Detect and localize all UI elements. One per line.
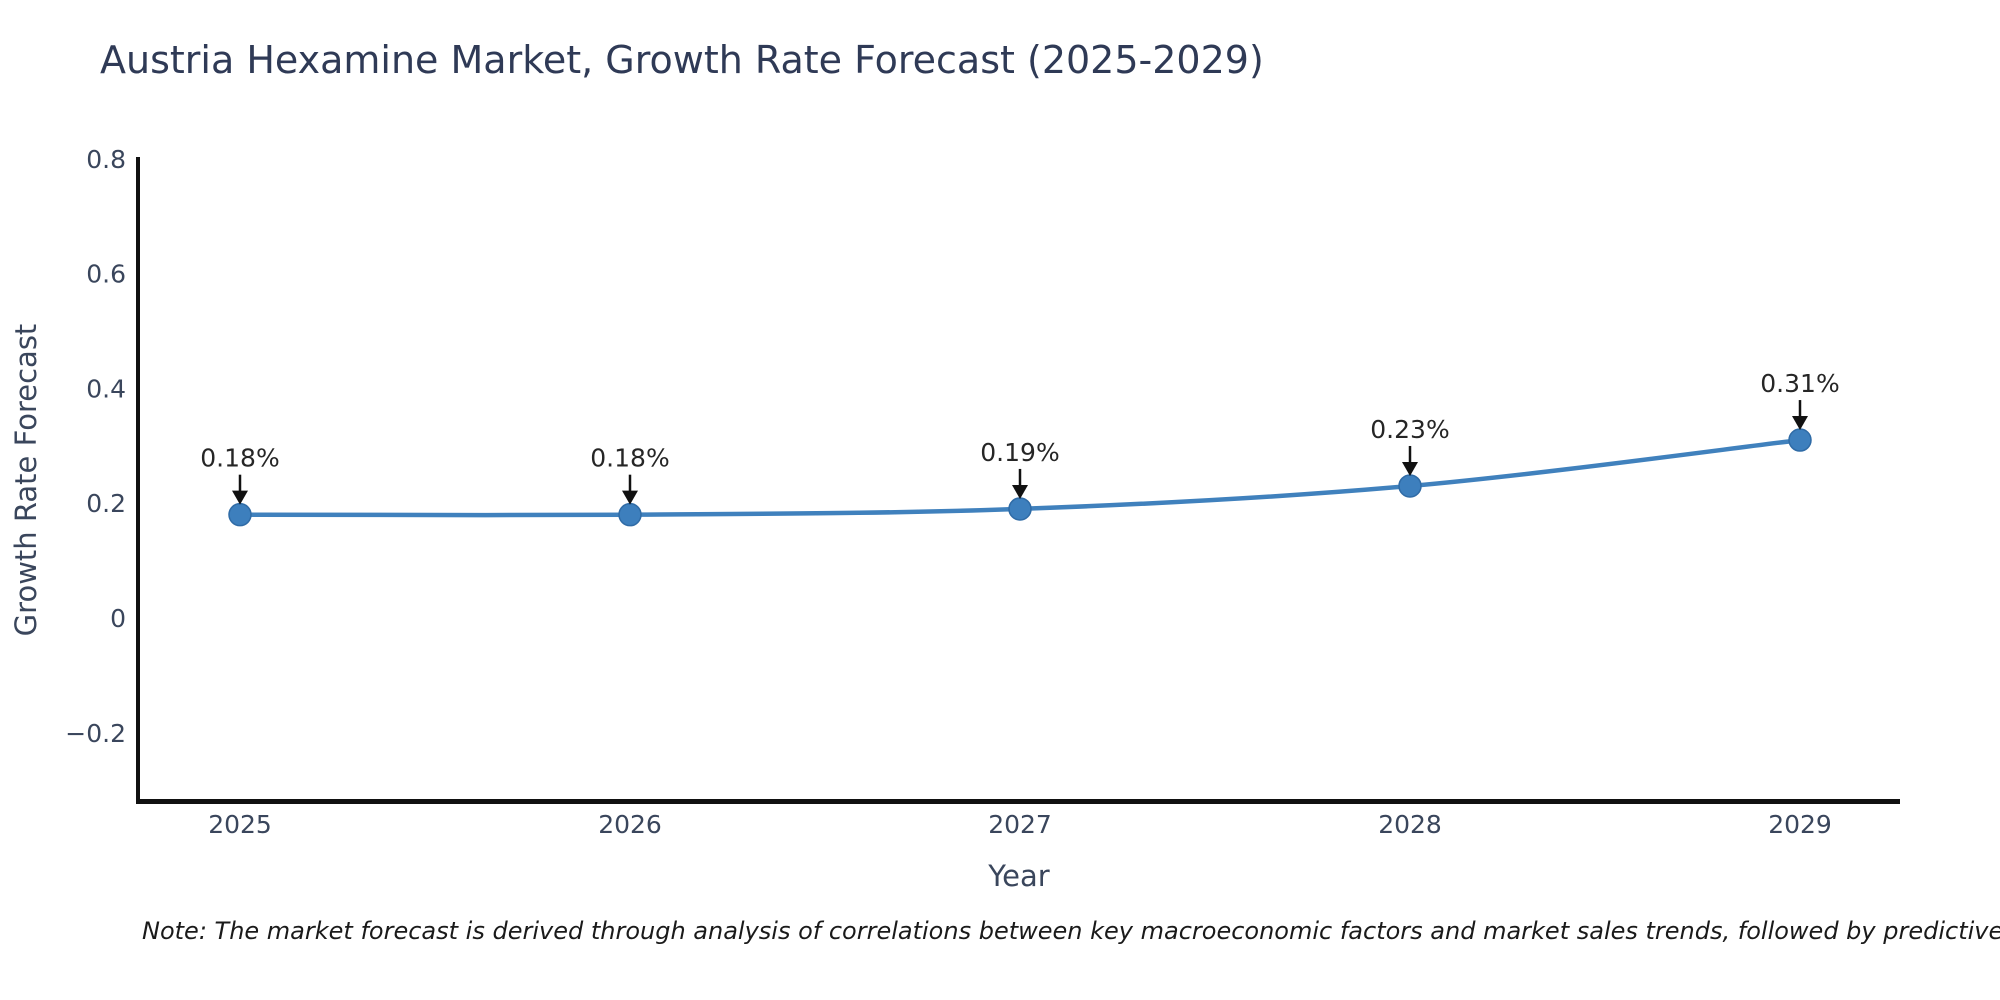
x-axis-spine xyxy=(136,799,1900,804)
y-tick-label: 0.2 xyxy=(86,489,126,518)
data-point-marker xyxy=(618,502,642,527)
x-axis-title: Year xyxy=(988,859,1050,893)
x-tick-label: 2027 xyxy=(988,810,1052,839)
annotation-label: 0.31% xyxy=(1760,369,1839,398)
y-tick-label: 0.4 xyxy=(86,374,126,403)
y-tick-label: 0.6 xyxy=(86,260,126,289)
data-point-marker xyxy=(1398,474,1422,498)
annotation-arrowhead xyxy=(232,490,248,505)
annotation-label: 0.23% xyxy=(1370,415,1449,444)
annotation-label: 0.19% xyxy=(980,438,1059,467)
annotation-label: 0.18% xyxy=(590,444,669,473)
y-tick-label: 0 xyxy=(110,604,126,633)
y-axis-spine xyxy=(136,157,140,804)
x-tick-label: 2025 xyxy=(208,810,272,839)
x-tick-label: 2029 xyxy=(1768,810,1832,839)
annotation-arrowhead xyxy=(1402,461,1418,476)
data-point-marker xyxy=(228,502,252,527)
annotation-arrowhead xyxy=(1012,484,1028,499)
annotation-arrowhead xyxy=(622,490,638,505)
x-tick-label: 2028 xyxy=(1378,810,1442,839)
data-point-marker xyxy=(1788,428,1812,452)
data-point-marker xyxy=(1008,497,1032,521)
annotation-arrowhead xyxy=(1792,416,1808,431)
chart-title: Austria Hexamine Market, Growth Rate For… xyxy=(100,38,1264,82)
y-tick-label: −0.2 xyxy=(65,719,126,748)
footnote: Note: The market forecast is derived thr… xyxy=(142,917,2000,945)
y-tick-label: 0.8 xyxy=(86,145,126,174)
annotation-label: 0.18% xyxy=(200,444,279,473)
x-tick-label: 2026 xyxy=(598,810,662,839)
